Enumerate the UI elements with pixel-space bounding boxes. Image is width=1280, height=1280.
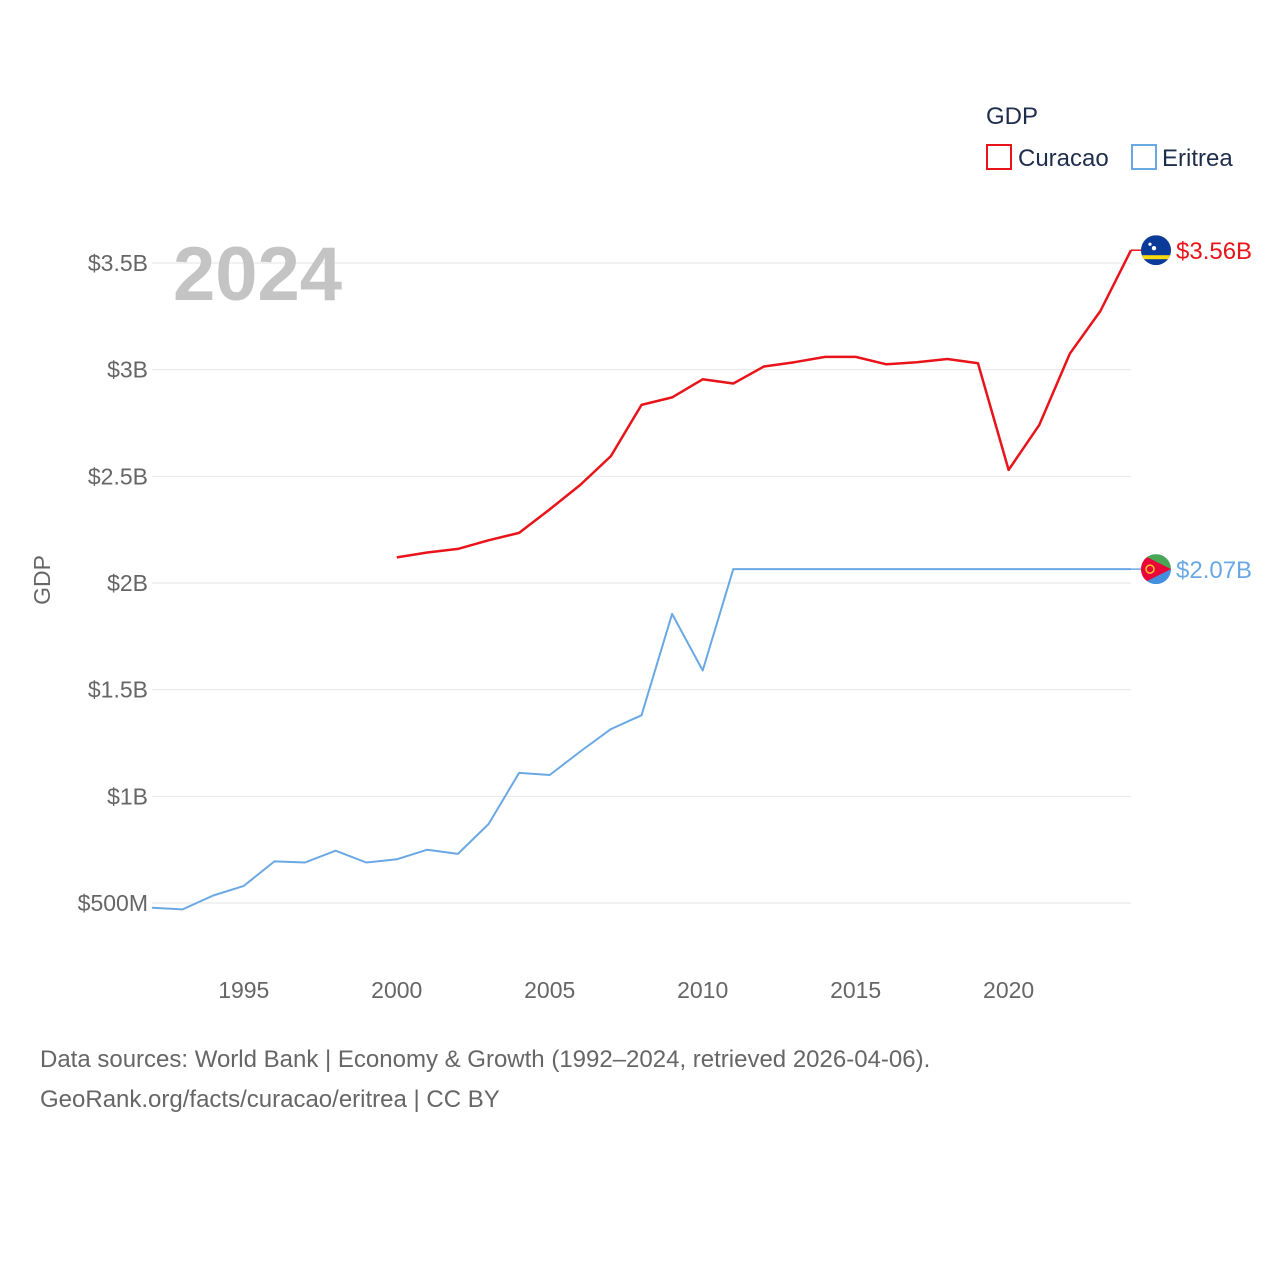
end-value-label-eritrea: $2.07B bbox=[1176, 557, 1252, 584]
legend-label-eritrea: Eritrea bbox=[1162, 145, 1233, 172]
footer: Data sources: World Bank | Economy & Gro… bbox=[40, 1040, 930, 1120]
attribution-link[interactable]: GeoRank.org/facts/curacao/eritrea | CC B… bbox=[40, 1086, 500, 1113]
y-tick-label: $3B bbox=[107, 357, 148, 383]
y-axis-title: GDP bbox=[29, 555, 55, 605]
y-tick-label: $500M bbox=[78, 890, 148, 916]
data-sources-note: Data sources: World Bank | Economy & Gro… bbox=[40, 1046, 931, 1073]
y-tick-label: $1.5B bbox=[88, 677, 148, 703]
end-value-label-curacao: $3.56B bbox=[1176, 238, 1252, 265]
y-tick-label: $1B bbox=[107, 783, 148, 809]
legend-title: GDP bbox=[986, 103, 1038, 130]
x-tick-label: 2015 bbox=[830, 977, 881, 1003]
x-tick-label: 2005 bbox=[524, 977, 575, 1003]
legend-item-curacao[interactable]: Curacao bbox=[986, 144, 1109, 172]
curacao-flag-icon bbox=[1141, 235, 1171, 266]
grid-lines bbox=[152, 262, 1131, 904]
x-tick-label: 2000 bbox=[371, 977, 422, 1003]
x-tick-label: 2010 bbox=[677, 977, 728, 1003]
y-axis-ticks: $500M $1B $1.5B $2B $2.5B $3B $3.5B bbox=[78, 250, 148, 916]
year-watermark: 2024 bbox=[173, 232, 342, 317]
y-tick-label: $3.5B bbox=[88, 250, 148, 276]
series-end-labels: $3.56B $2.07B bbox=[1131, 235, 1252, 585]
legend-swatch-eritrea bbox=[1131, 144, 1157, 170]
legend[interactable]: GDP Curacao Eritrea bbox=[986, 103, 1233, 172]
x-tick-label: 2020 bbox=[983, 977, 1034, 1003]
x-tick-label: 1995 bbox=[218, 977, 269, 1003]
eritrea-flag-icon bbox=[1141, 554, 1171, 585]
legend-item-eritrea[interactable]: Eritrea bbox=[1131, 144, 1233, 172]
series-line-eritrea[interactable] bbox=[151, 568, 1131, 911]
series-lines bbox=[151, 249, 1133, 911]
legend-swatch-curacao bbox=[986, 144, 1012, 170]
gdp-line-chart: 2024 GDP $500M $1B $1.5B $2B $2.5B $3B $3.5B 1… bbox=[29, 103, 1252, 1003]
series-line-curacao[interactable] bbox=[396, 249, 1133, 559]
legend-label-curacao: Curacao bbox=[1018, 145, 1109, 172]
y-tick-label: $2B bbox=[107, 570, 148, 596]
y-tick-label: $2.5B bbox=[88, 463, 148, 489]
x-axis-ticks: 1995 2000 2005 2010 2015 2020 bbox=[218, 977, 1034, 1003]
